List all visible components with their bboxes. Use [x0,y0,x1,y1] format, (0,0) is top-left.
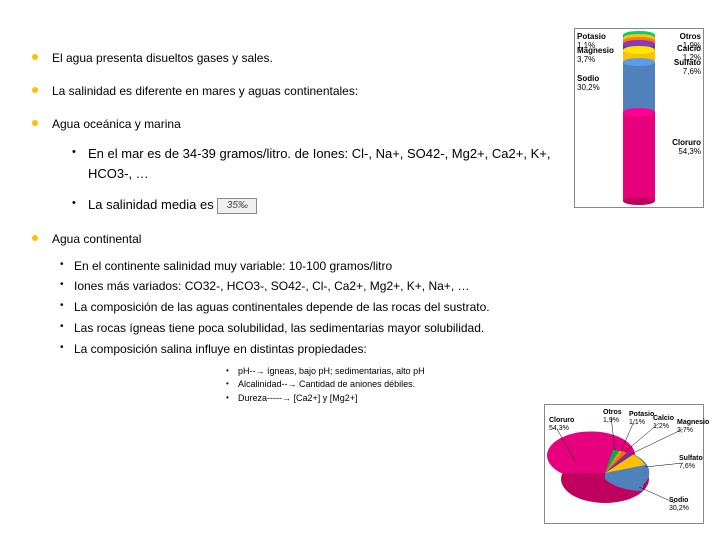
oceanica-item-1: En el mar es de 34-39 gramos/litro. de I… [68,144,558,183]
cylinder-body [623,35,655,201]
bullet-4-label: Agua continental [52,232,141,246]
prop-dur: Dureza-----→ [Ca2+] y [Mg2+] [224,393,558,405]
oceanica-sublist: En el mar es de 34-39 gramos/litro. de I… [68,144,558,215]
bullet-3-label: Agua oceánica y marina [52,117,181,131]
cylinder-segment [623,62,655,112]
cylinder-chart: Potasio1,1%Magnesio3,7%Sodio30,2%Otros1,… [574,28,704,208]
properties-sublist: pH--→ ígneas, bajo pH; sedimentarias, al… [224,366,558,405]
text-content: El agua presenta disueltos gases y sales… [28,50,558,421]
cylinder-label: Sodio30,2% [577,75,600,93]
bullet-3: Agua oceánica y marina En el mar es de 3… [28,116,558,215]
salinity-text: La salinidad media es [88,197,217,212]
continental-sublist: En el continente salinidad muy variable:… [56,258,558,405]
pie-label: Otros1,9% [603,409,622,424]
cylinder-label: Magnesio3,7% [577,47,614,65]
bullet-4: Agua continental En el continente salini… [28,231,558,405]
cylinder-segment [623,112,655,201]
pie-label: Cloruro54,3% [549,417,574,432]
main-bullet-list: El agua presenta disueltos gases y sales… [28,50,558,405]
bullet-1: El agua presenta disueltos gases y sales… [28,50,558,67]
pie-label: Calcio1,2% [653,415,674,430]
bullet-2: La salinidad es diferente en mares y agu… [28,83,558,100]
pie-label: Potasio1,1% [629,411,654,426]
pie-label: Sulfato7,6% [679,455,703,470]
oceanica-item-2: La salinidad media es 35‰ [68,195,558,215]
pie-label: Magnesio3,7% [677,419,709,434]
cylinder-label: Sulfato7,6% [674,59,701,77]
cont-item-2: Iones más variados: CO32-, HCO3-, SO42-,… [56,278,558,295]
cont-item-5-label: La composición salina influye en distint… [74,342,367,356]
prop-ph: pH--→ ígneas, bajo pH; sedimentarias, al… [224,366,558,378]
cont-item-5: La composición salina influye en distint… [56,341,558,405]
cont-item-1: En el continente salinidad muy variable:… [56,258,558,275]
prop-alc: Alcalinidad--→ Cantidad de aniones débil… [224,379,558,391]
cont-item-4: Las rocas ígneas tiene poca solubilidad,… [56,320,558,337]
cont-item-3: La composición de las aguas continentale… [56,299,558,316]
salinity-value-image: 35‰ [217,198,257,214]
pie-label: Sodio30,2% [669,497,689,512]
cylinder-label: Cloruro54,3% [672,139,701,157]
pie-chart: Cloruro54,3% Otros1,9% Potasio1,1%Calcio1,… [544,404,704,524]
